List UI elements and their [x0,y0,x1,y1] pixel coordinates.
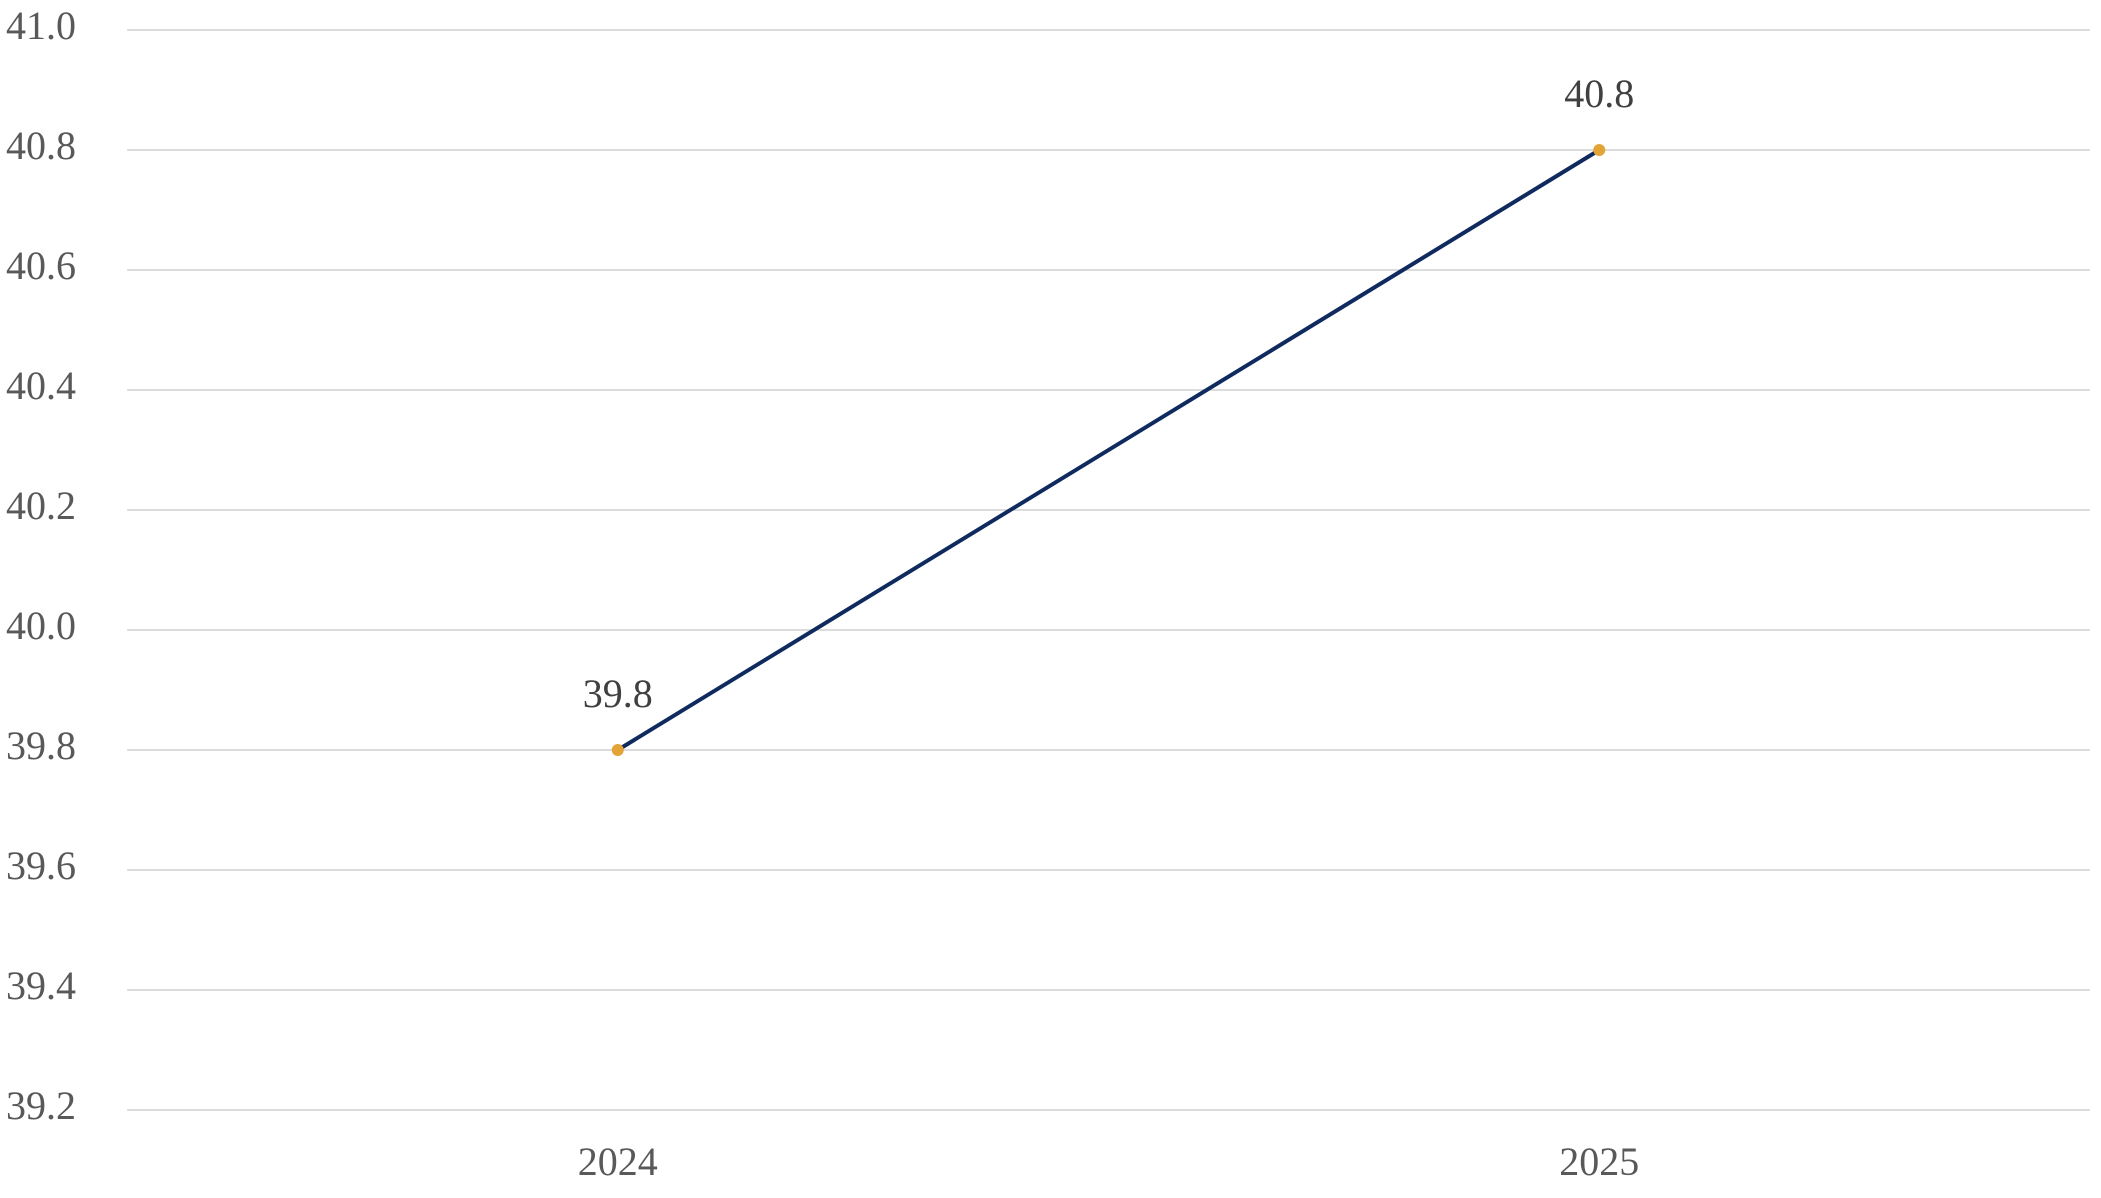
marker [1593,144,1606,156]
y-tick-label: 40.8 [6,123,76,168]
y-tick-label: 39.4 [6,963,76,1008]
y-tick-label: 40.0 [6,603,76,648]
y-tick-label: 40.4 [6,363,76,408]
data-label: 39.8 [583,671,653,716]
line [616,148,1601,752]
y-tick-label: 39.8 [6,723,76,768]
x-tick-label: 2024 [578,1139,658,1184]
y-tick-label: 40.6 [6,243,76,288]
y-tick-label: 41.0 [6,3,76,48]
y-tick-label: 39.2 [6,1083,76,1128]
x-tick-label: 2025 [1559,1139,1639,1184]
y-tick-label: 39.6 [6,843,76,888]
data-label: 40.8 [1564,71,1634,116]
y-tick-label: 40.2 [6,483,76,528]
marker [611,744,624,756]
